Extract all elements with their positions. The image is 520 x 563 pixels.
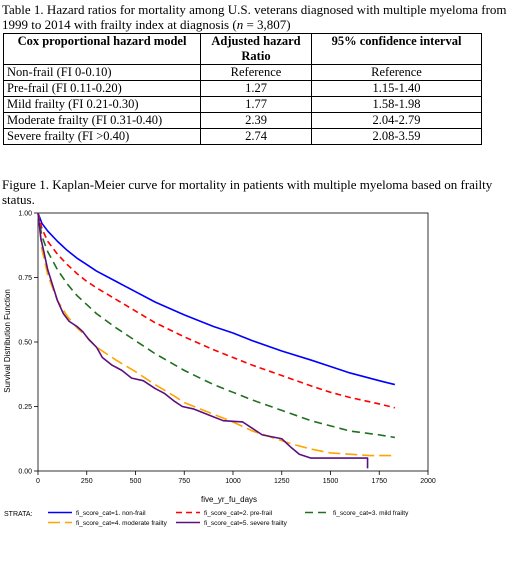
table-caption: Table 1. Hazard ratios for mortality amo… bbox=[2, 2, 517, 32]
row-label: Moderate frailty (FI 0.31-0.40) bbox=[3, 112, 201, 129]
hazard-ratio-table: Cox proportional hazard model Adjusted h… bbox=[3, 33, 482, 145]
survival-curve-series-3 bbox=[37, 212, 395, 439]
col-header-ci: 95% confidence interval bbox=[311, 33, 482, 65]
survival-curve-series-4 bbox=[37, 212, 395, 457]
row-ci: 1.58-1.98 bbox=[311, 96, 482, 113]
table-row: Severe frailty (FI >0.40) 2.74 2.08-3.59 bbox=[3, 128, 482, 145]
legend-label: fi_score_cat=5. severe frailty bbox=[204, 520, 288, 527]
table-row: Pre-frail (FI 0.11-0.20) 1.27 1.15-1.40 bbox=[3, 80, 482, 97]
x-tick-label: 1500 bbox=[323, 478, 339, 485]
table-row: Moderate frailty (FI 0.31-0.40) 2.39 2.0… bbox=[3, 112, 482, 129]
row-ci: Reference bbox=[311, 64, 482, 81]
y-tick-label: 0.00 bbox=[18, 469, 32, 476]
x-tick-label: 500 bbox=[130, 478, 142, 485]
x-tick-label: 1250 bbox=[274, 478, 290, 485]
x-axis: 0 250 500 750 1000 1250 1500 1750 2000 bbox=[36, 471, 436, 485]
kaplan-meier-chart: 0.00 0.25 0.50 0.75 1.00 0 250 500 750 1000 1250 1… bbox=[3, 211, 436, 528]
row-ratio: 1.27 bbox=[200, 80, 312, 97]
x-axis-label: five_yr_fu_days bbox=[201, 495, 257, 504]
legend-label: fi_score_cat=3. mild frailty bbox=[333, 510, 409, 517]
table-caption-count: = 3,807) bbox=[243, 17, 291, 32]
x-tick-label: 2000 bbox=[420, 478, 436, 485]
y-tick-label: 0.75 bbox=[18, 275, 32, 282]
row-ratio: 2.39 bbox=[200, 112, 312, 129]
x-tick-label: 0 bbox=[36, 478, 40, 485]
row-ratio: Reference bbox=[200, 64, 312, 81]
legend: STRATA: fi_score_cat=1. non-frail fi_score… bbox=[4, 510, 409, 527]
legend-label: fi_score_cat=4. moderate frailty bbox=[76, 520, 168, 527]
y-axis-label: Survival Distribution Function bbox=[3, 289, 12, 393]
row-label: Severe frailty (FI >0.40) bbox=[3, 128, 201, 145]
y-axis: 0.00 0.25 0.50 0.75 1.00 bbox=[18, 211, 38, 476]
survival-curve-series-5 bbox=[37, 212, 369, 469]
row-ci: 1.15-1.40 bbox=[311, 80, 482, 97]
col-header-ratio: Adjusted hazard Ratio bbox=[200, 33, 312, 65]
table-caption-n: n bbox=[236, 17, 244, 32]
y-tick-label: 0.25 bbox=[18, 404, 32, 411]
x-tick-label: 1750 bbox=[371, 478, 387, 485]
col-header-model: Cox proportional hazard model bbox=[3, 33, 201, 65]
y-tick-label: 0.50 bbox=[18, 340, 32, 347]
plot-border bbox=[37, 212, 429, 472]
legend-label: fi_score_cat=2. pre-frail bbox=[204, 510, 273, 517]
figure-caption: Figure 1. Kaplan-Meier curve for mortali… bbox=[2, 177, 493, 207]
legend-label: fi_score_cat=1. non-frail bbox=[76, 510, 146, 517]
survival-curves bbox=[37, 212, 396, 469]
row-label: Pre-frail (FI 0.11-0.20) bbox=[3, 80, 201, 97]
table-row: Mild frailty (FI 0.21-0.30) 1.77 1.58-1.… bbox=[3, 96, 482, 113]
row-label: Non-frail (FI 0-0.10) bbox=[3, 64, 201, 81]
survival-curve-series-2 bbox=[37, 212, 396, 409]
x-tick-label: 750 bbox=[178, 478, 190, 485]
row-ratio: 1.77 bbox=[200, 96, 312, 113]
legend-title: STRATA: bbox=[4, 511, 33, 518]
x-tick-label: 1000 bbox=[225, 478, 241, 485]
row-ci: 2.08-3.59 bbox=[311, 128, 482, 145]
table-row: Non-frail (FI 0-0.10) Reference Referenc… bbox=[3, 64, 482, 81]
row-ci: 2.04-2.79 bbox=[311, 112, 482, 129]
survival-curve-series-1 bbox=[37, 212, 396, 386]
x-tick-label: 250 bbox=[81, 478, 93, 485]
plot-frame bbox=[37, 212, 429, 472]
row-label: Mild frailty (FI 0.21-0.30) bbox=[3, 96, 201, 113]
table-caption-text: Table 1. Hazard ratios for mortality amo… bbox=[2, 2, 507, 32]
y-tick-label: 1.00 bbox=[18, 211, 32, 218]
row-ratio: 2.74 bbox=[200, 128, 312, 145]
table-header-row: Cox proportional hazard model Adjusted h… bbox=[3, 33, 482, 65]
